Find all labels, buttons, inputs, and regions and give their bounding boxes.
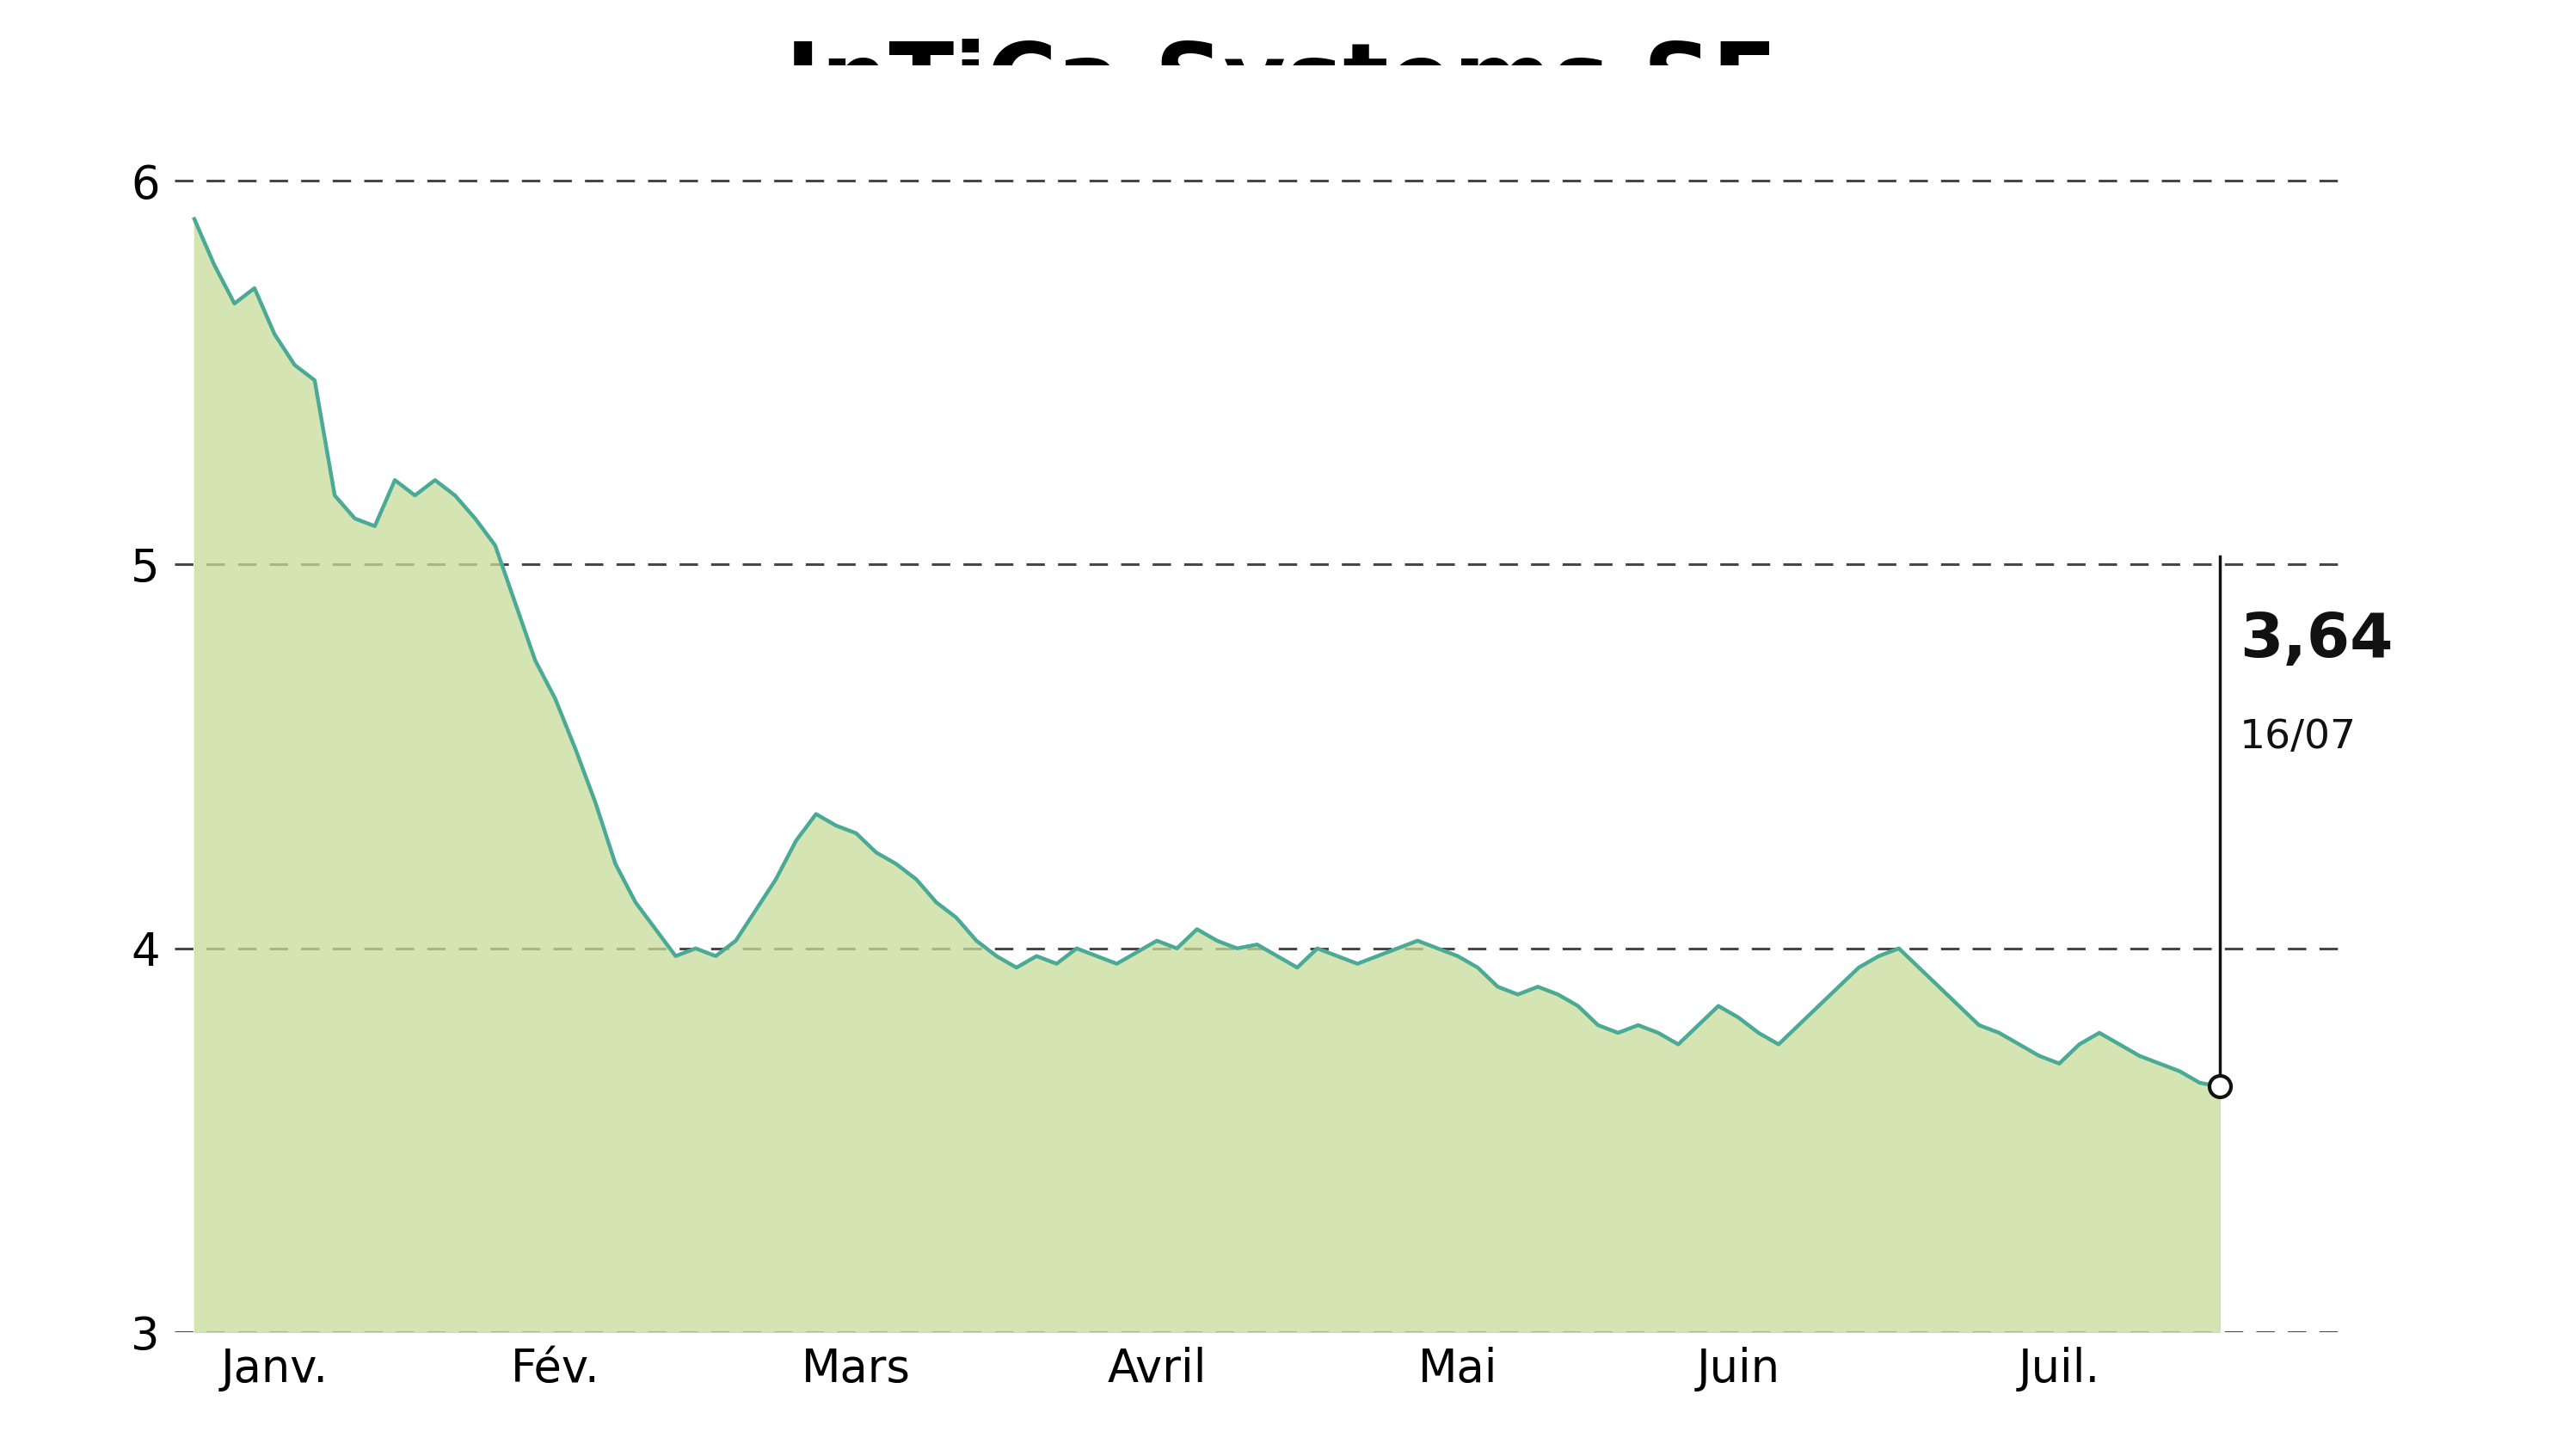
Text: 3,64: 3,64 [2240,610,2394,670]
Text: 16/07: 16/07 [2240,718,2358,757]
Text: InTiCa Systems SE: InTiCa Systems SE [784,38,1779,131]
